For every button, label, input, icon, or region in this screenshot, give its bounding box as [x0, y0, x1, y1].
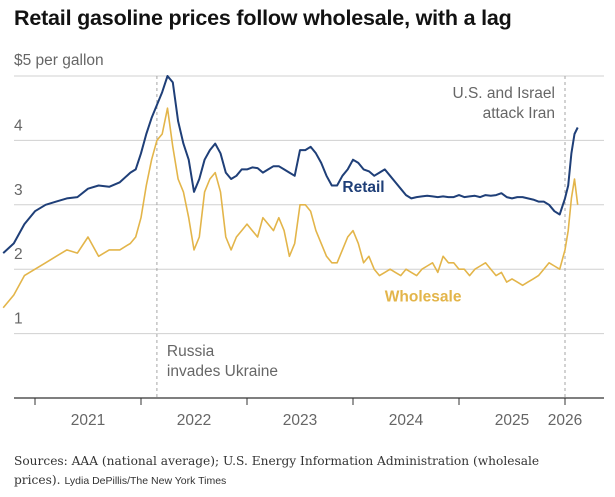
y-tick-label: 1	[14, 311, 23, 328]
credit-text: Lydia DePillis/The New York Times	[64, 475, 227, 487]
x-tick-label: 2026	[548, 412, 582, 429]
series-labels: Retail Wholesale	[342, 179, 461, 305]
chart-title: Retail gasoline prices follow wholesale,…	[14, 6, 512, 30]
sources-text: Sources: AAA (national average); U.S. En…	[14, 454, 540, 487]
x-tick-label: 2021	[71, 412, 105, 429]
series-line-retail	[2, 75, 579, 254]
x-tick-label: 2025	[495, 412, 529, 429]
y-axis: $5 per gallon 1 2 3 4	[14, 52, 104, 328]
source-note: Sources: AAA (national average); U.S. En…	[14, 452, 604, 491]
x-tick-label: 2023	[283, 412, 317, 429]
series-label-wholesale: Wholesale	[385, 288, 462, 305]
event-annotations: Russia invades Ukraine U.S. and Israel atta…	[156, 76, 566, 398]
y-tick-label: 2	[14, 246, 23, 263]
x-tick-label: 2022	[177, 412, 211, 429]
y-axis-label: $5 per gallon	[14, 52, 104, 69]
y-tick-label: 4	[14, 117, 23, 134]
x-axis: 2021 2022 2023 2024 2025 2026	[14, 397, 604, 429]
series-label-retail: Retail	[342, 179, 384, 196]
gridlines	[14, 75, 604, 335]
series-line-wholesale	[2, 107, 579, 309]
annotation-label: attack Iran	[483, 105, 555, 122]
x-tick-label: 2024	[389, 412, 424, 429]
annotation-label: Russia	[167, 343, 215, 360]
y-tick-label: 3	[14, 182, 23, 199]
annotation-label: invades Ukraine	[167, 363, 278, 380]
annotation-label: U.S. and Israel	[452, 85, 555, 102]
series-lines	[2, 75, 579, 309]
